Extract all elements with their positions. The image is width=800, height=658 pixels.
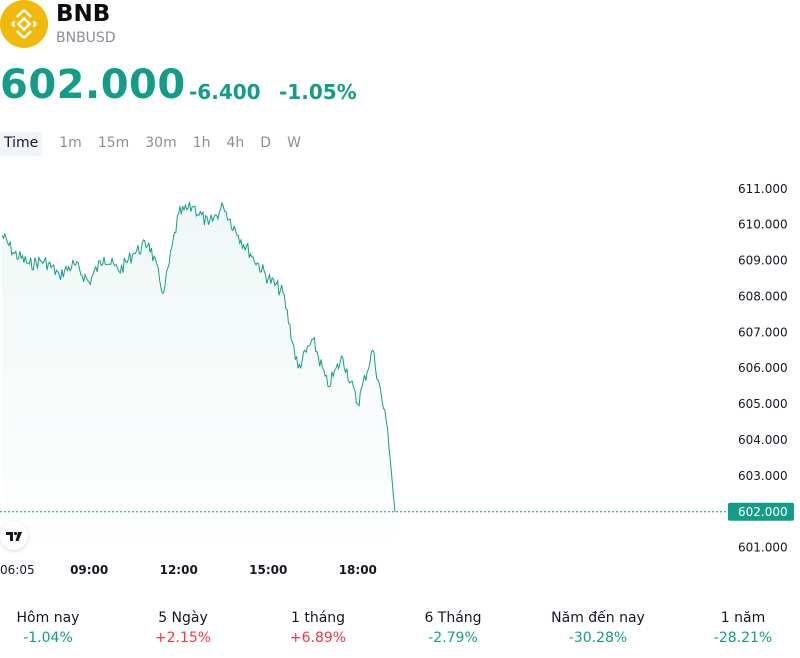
y-tick-label: 610.000 [738,218,788,232]
timeframe-15m[interactable]: 15m [97,135,130,151]
tradingview-logo-icon[interactable] [0,522,28,550]
period-label: Năm đến nay [551,610,645,626]
timeframe-w[interactable]: W [287,135,301,151]
current-price: 602.000 [0,62,186,108]
period-5-days[interactable]: 5 Ngày +2.15% [123,610,243,646]
bnb-logo-icon [0,0,48,48]
period-1-month[interactable]: 1 tháng +6.89% [258,610,378,646]
period-value: -2.79% [428,630,478,646]
period-ytd[interactable]: Năm đến nay -30.28% [538,610,658,646]
x-tick-label: 06:05 [0,563,35,577]
timeframe-d[interactable]: D [260,135,272,151]
y-tick-label: 606.000 [738,361,788,375]
last-price-tag: 602.000 [728,502,794,521]
x-tick-label: 15:00 [249,563,287,577]
period-label: 5 Ngày [158,610,208,626]
timeframe-time[interactable]: Time [0,132,43,156]
timeframe-1m[interactable]: 1m [59,135,82,151]
period-performance: Hôm nay -1.04% 5 Ngày +2.15% 1 tháng +6.… [0,610,800,650]
period-value: +2.15% [154,630,212,646]
y-tick-label: 607.000 [738,325,788,339]
price-chart[interactable]: 611.000 610.000 609.000 608.000 607.000 606.0… [0,170,800,590]
period-value: -1.04% [23,630,73,646]
y-tick-label: 603.000 [738,469,788,483]
period-label: 1 tháng [290,610,346,626]
asset-symbol: BNB [56,1,111,27]
period-value: +6.89% [289,630,347,646]
period-value: -28.21% [713,630,773,646]
asset-pair: BNBUSD [56,30,116,46]
price-change-absolute: -6.400 [189,80,261,104]
y-tick-label: 608.000 [738,289,788,303]
last-price-label: 602.000 [738,505,788,519]
price-area [2,201,395,563]
x-tick-label: 12:00 [160,563,198,577]
price-line [1,201,396,512]
y-tick-label: 604.000 [738,433,788,447]
timeframe-selector: Time 1m 15m 30m 1h 4h D W [0,132,309,156]
x-axis: 06:05 09:00 12:00 15:00 18:00 [0,563,377,577]
price-change-percent: -1.05% [279,80,357,104]
timeframe-30m[interactable]: 30m [145,135,177,151]
timeframe-1h[interactable]: 1h [192,135,211,151]
period-label: Hôm nay [16,610,80,626]
y-tick-label: 609.000 [738,254,788,268]
timeframe-4h[interactable]: 4h [226,135,245,151]
y-tick-label: 611.000 [738,182,788,196]
x-tick-label: 18:00 [339,563,377,577]
period-value: -30.28% [568,630,628,646]
y-axis: 611.000 610.000 609.000 608.000 607.000 606.0… [738,182,788,555]
y-tick-label: 601.000 [738,541,788,555]
x-tick-label: 09:00 [70,563,108,577]
period-1-year[interactable]: 1 năm -28.21% [683,610,800,646]
period-6-months[interactable]: 6 Tháng -2.79% [393,610,513,646]
period-label: 1 năm [720,610,766,626]
period-today[interactable]: Hôm nay -1.04% [0,610,108,646]
y-tick-label: 605.000 [738,397,788,411]
period-label: 6 Tháng [424,610,482,626]
